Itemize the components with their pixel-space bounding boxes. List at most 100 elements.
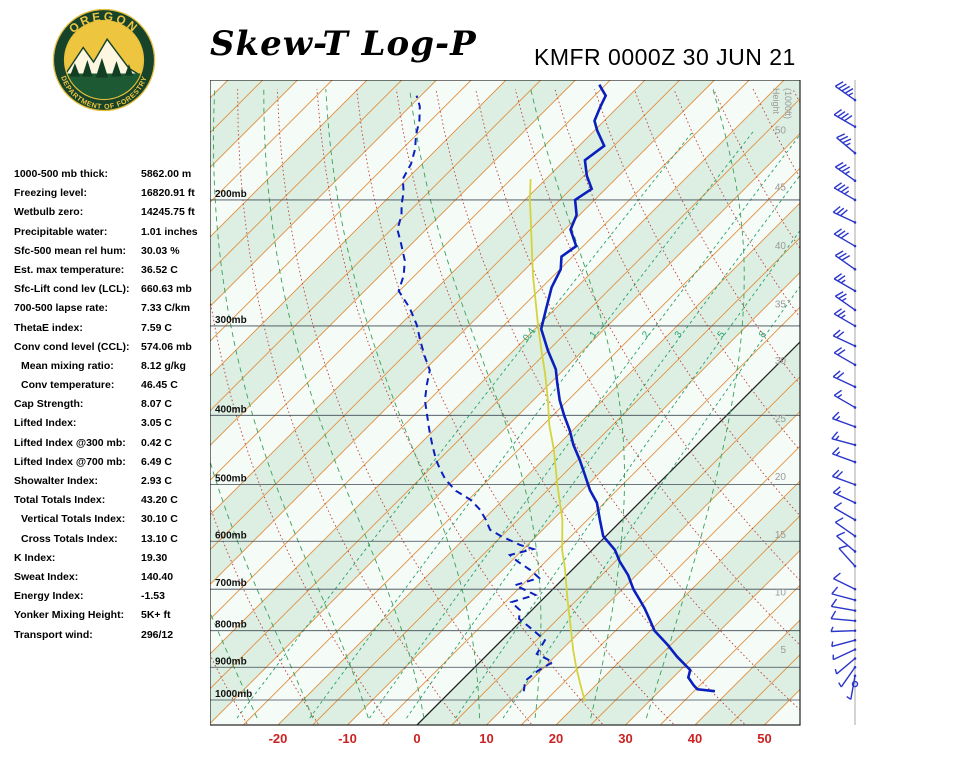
logo-scene (64, 20, 144, 100)
index-value: 5862.00 m (141, 168, 192, 180)
wind-barb (832, 370, 857, 389)
svg-text:800mb: 800mb (215, 620, 247, 631)
index-label: Precipitable water: (14, 225, 108, 238)
svg-text:700mb: 700mb (215, 578, 247, 589)
wind-barb (834, 517, 857, 538)
wind-barb (831, 431, 857, 447)
index-row: Energy Index: -1.53 (14, 587, 214, 606)
index-value: 43.20 C (141, 494, 178, 507)
skewt-chart: 0.4 1 2 3 5 8200mb300mb400mb500mb600mb700mb80… (210, 80, 801, 746)
dewpoint-trace (396, 95, 555, 692)
mixing-ratio-label: 1 (587, 329, 599, 340)
index-value: 7.33 C/km (141, 302, 191, 315)
svg-text:30: 30 (775, 356, 787, 367)
svg-text:900mb: 900mb (215, 656, 247, 667)
temp-axis-labels: -20 -10 0 10 20 30 40 50 (269, 731, 772, 746)
index-label: 1000-500 mb thick: (14, 168, 108, 180)
pressure-labels: 200mb 300mb 400mb 500mb 600mb 700mb 800mb 900mb… (215, 189, 252, 700)
index-row: Conv cond level (CCL): 574.06 mb (14, 338, 214, 357)
svg-text:10: 10 (775, 587, 787, 598)
svg-text:500mb: 500mb (215, 474, 247, 485)
index-label: Lifted Index: (14, 417, 77, 430)
svg-text:600mb: 600mb (215, 530, 247, 541)
index-value: 46.45 C (141, 379, 178, 392)
wind-barb (833, 108, 857, 129)
index-value: 30.10 C (141, 513, 178, 526)
index-row: Lifted Index @700 mb: 6.49 C (14, 453, 214, 472)
svg-text:400mb: 400mb (215, 404, 247, 415)
wind-barb (831, 411, 857, 429)
index-label: Sfc-500 mean rel hum: (14, 244, 127, 257)
wind-barb (833, 182, 857, 202)
wind-barb (832, 572, 857, 591)
svg-text:0: 0 (413, 731, 420, 746)
index-row: Vertical Totals Index: 30.10 C (14, 510, 214, 529)
traces (396, 84, 716, 702)
wind-barbs (830, 81, 859, 700)
parcel-trace (528, 179, 586, 702)
svg-text:25: 25 (775, 414, 787, 425)
index-row: Lifted Index @300 mb: 0.42 C (14, 434, 214, 453)
index-value: 19.30 (141, 551, 168, 564)
index-label: Showalter Index: (14, 475, 99, 487)
svg-text:40: 40 (775, 241, 787, 252)
wind-barb (833, 389, 857, 409)
index-value: 140.40 (141, 570, 174, 583)
wind-barb (833, 502, 857, 522)
index-label: Cap Strength: (14, 398, 84, 411)
mixing-ratio-lines: 0.4 1 2 3 5 8 (236, 130, 800, 719)
index-label: 700-500 lapse rate: (14, 302, 108, 315)
page-title: Skew-T Log-P (210, 24, 477, 64)
index-row: Lifted Index: 3.05 C (14, 414, 214, 433)
index-row: Sweat Index: 140.40 (14, 568, 214, 587)
svg-text:20: 20 (549, 731, 563, 746)
index-label: Lifted Index @300 mb: (14, 436, 126, 449)
index-label: ThetaE index: (14, 321, 83, 334)
index-row: Wetbulb zero: 14245.75 ft (14, 203, 214, 222)
wind-barb (838, 545, 857, 568)
wind-barb (834, 291, 857, 312)
index-value: 8.07 C (141, 398, 172, 411)
index-value: 14245.75 ft (141, 206, 195, 219)
wind-barb (846, 674, 857, 700)
index-row: Sfc-Lift cond lev (LCL): 660.63 mb (14, 280, 214, 299)
index-label: Est. max temperature: (14, 263, 125, 276)
station-time: KMFR 0000Z 30 JUN 21 (534, 44, 796, 70)
wind-barb (836, 531, 857, 553)
wind-barb (851, 680, 859, 688)
index-value: 8.12 g/kg (141, 359, 186, 372)
index-value: 36.52 C (141, 263, 178, 276)
wind-barb (833, 273, 857, 293)
svg-text:50: 50 (757, 731, 771, 746)
height-axis-units: (1000ft) (783, 88, 793, 119)
wind-barb (832, 205, 857, 224)
index-label: K Index: (14, 551, 56, 564)
wind-barb (832, 329, 857, 348)
svg-text:1000mb: 1000mb (215, 689, 252, 700)
index-value: 296/12 (141, 628, 174, 641)
index-row: ThetaE index: 7.59 C (14, 319, 214, 338)
index-label: Yonker Mixing Height: (14, 609, 125, 622)
index-value: 1.01 inches (141, 225, 198, 238)
index-label: Transport wind: (14, 628, 93, 641)
index-value: 574.06 mb (141, 340, 192, 353)
svg-text:15: 15 (775, 530, 787, 541)
wind-barb (836, 133, 857, 155)
index-row: Conv temperature: 46.45 C (14, 376, 214, 395)
dry-adiabats (210, 88, 800, 725)
index-row: Est. max temperature: 36.52 C (14, 261, 214, 280)
index-row: 700-500 lapse rate: 7.33 C/km (14, 299, 214, 318)
index-label: Cross Totals Index: (21, 532, 118, 545)
index-value: 6.49 C (141, 455, 172, 468)
index-row: 1000-500 mb thick: 5862.00 m (14, 165, 214, 184)
wind-barb (838, 665, 857, 688)
wind-barb (831, 447, 857, 464)
index-value: 2.93 C (141, 475, 172, 487)
wind-barb-column (830, 80, 859, 725)
index-label: Freezing level: (14, 187, 87, 200)
index-label: Vertical Totals Index: (21, 513, 126, 526)
plot-border (210, 80, 801, 726)
index-row: Showalter Index: 2.93 C (14, 472, 214, 491)
svg-text:30: 30 (618, 731, 632, 746)
